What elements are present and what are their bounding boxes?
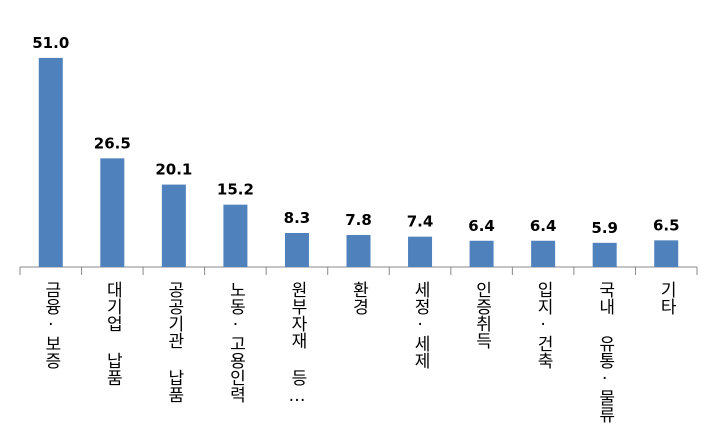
x-tick-label: 노동·고용인력 (225, 281, 245, 403)
value-label: 7.4 (407, 213, 434, 231)
value-label: 7.8 (345, 211, 372, 229)
x-tick-label: 세정·세제 (410, 281, 430, 369)
x-tick-label: 대기업 납품 (102, 281, 122, 386)
x-tick-label: 국내 유통·물류 (595, 281, 615, 423)
bar (346, 235, 371, 267)
x-tick-label: 인증취득 (472, 281, 492, 349)
bar (408, 236, 433, 267)
bar (469, 240, 494, 267)
bar (223, 204, 248, 267)
value-label: 8.3 (284, 209, 311, 227)
bar (592, 242, 617, 267)
bar (161, 184, 186, 267)
value-label: 20.1 (155, 161, 192, 179)
bar (531, 240, 556, 267)
x-tick-label: 원부자재 등… (287, 281, 307, 406)
x-tick-label: 환경 (349, 281, 369, 315)
x-tick-label: 기타 (656, 281, 676, 315)
x-tick-label: 공공기관 납품 (164, 281, 184, 403)
value-label: 6.5 (653, 216, 680, 234)
value-label: 6.4 (530, 217, 557, 235)
x-tick-label: 금융·보증 (41, 281, 61, 369)
bar (38, 57, 63, 268)
bar (100, 158, 125, 267)
value-label: 51.0 (32, 34, 69, 52)
x-tick-label: 입지·건축 (533, 281, 553, 369)
bar (654, 240, 679, 267)
value-label: 15.2 (217, 181, 254, 199)
value-label: 26.5 (94, 134, 131, 152)
bar (284, 232, 309, 267)
value-label: 5.9 (591, 219, 618, 237)
value-label: 6.4 (468, 217, 495, 235)
